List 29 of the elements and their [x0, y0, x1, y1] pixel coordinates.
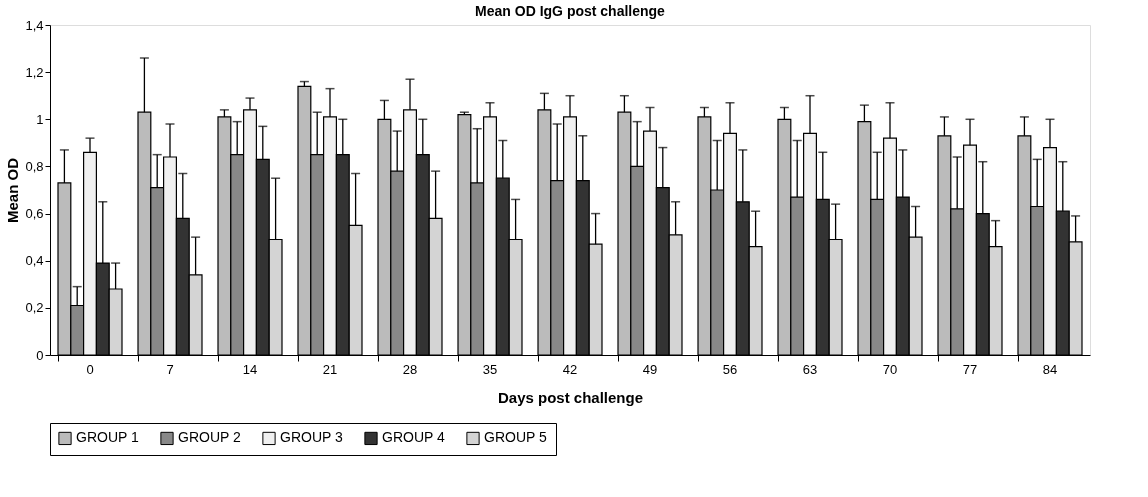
x-tick-label: 14 [242, 361, 258, 377]
y-axis-title: Mean OD [4, 157, 22, 224]
y-tick-label: 1,2 [25, 64, 44, 80]
x-tick-label: 21 [322, 361, 338, 377]
x-axis-title: Days post challenge [497, 388, 644, 406]
y-tick-label: 0 [36, 347, 44, 363]
x-tick-label: 0 [86, 361, 94, 377]
legend-label: GROUP 1 [76, 429, 139, 446]
x-tick-label: 70 [882, 361, 898, 377]
y-tick-label: 1,4 [25, 17, 44, 33]
chart-title: Mean OD IgG post challenge [475, 3, 666, 19]
y-tick-label: 0,6 [25, 206, 44, 222]
x-tick-label: 49 [642, 361, 658, 377]
x-tick-label: 77 [962, 361, 978, 377]
legend-label: GROUP 4 [382, 429, 445, 446]
x-tick-label: 7 [166, 361, 174, 377]
x-tick-label: 28 [402, 361, 418, 377]
legend-label: GROUP 2 [178, 429, 241, 446]
y-tick-label: 0,8 [25, 158, 44, 174]
x-tick-label: 84 [1042, 361, 1058, 377]
y-tick-label: 1 [36, 111, 44, 127]
legend-label: GROUP 5 [484, 429, 547, 446]
x-tick-label: 42 [562, 361, 578, 377]
legend-label: GROUP 3 [280, 429, 343, 446]
x-tick-label: 56 [722, 361, 738, 377]
y-tick-label: 0,2 [25, 300, 44, 316]
x-tick-label: 35 [482, 361, 498, 377]
x-tick-label: 63 [802, 361, 818, 377]
y-tick-label: 0,4 [25, 253, 44, 269]
